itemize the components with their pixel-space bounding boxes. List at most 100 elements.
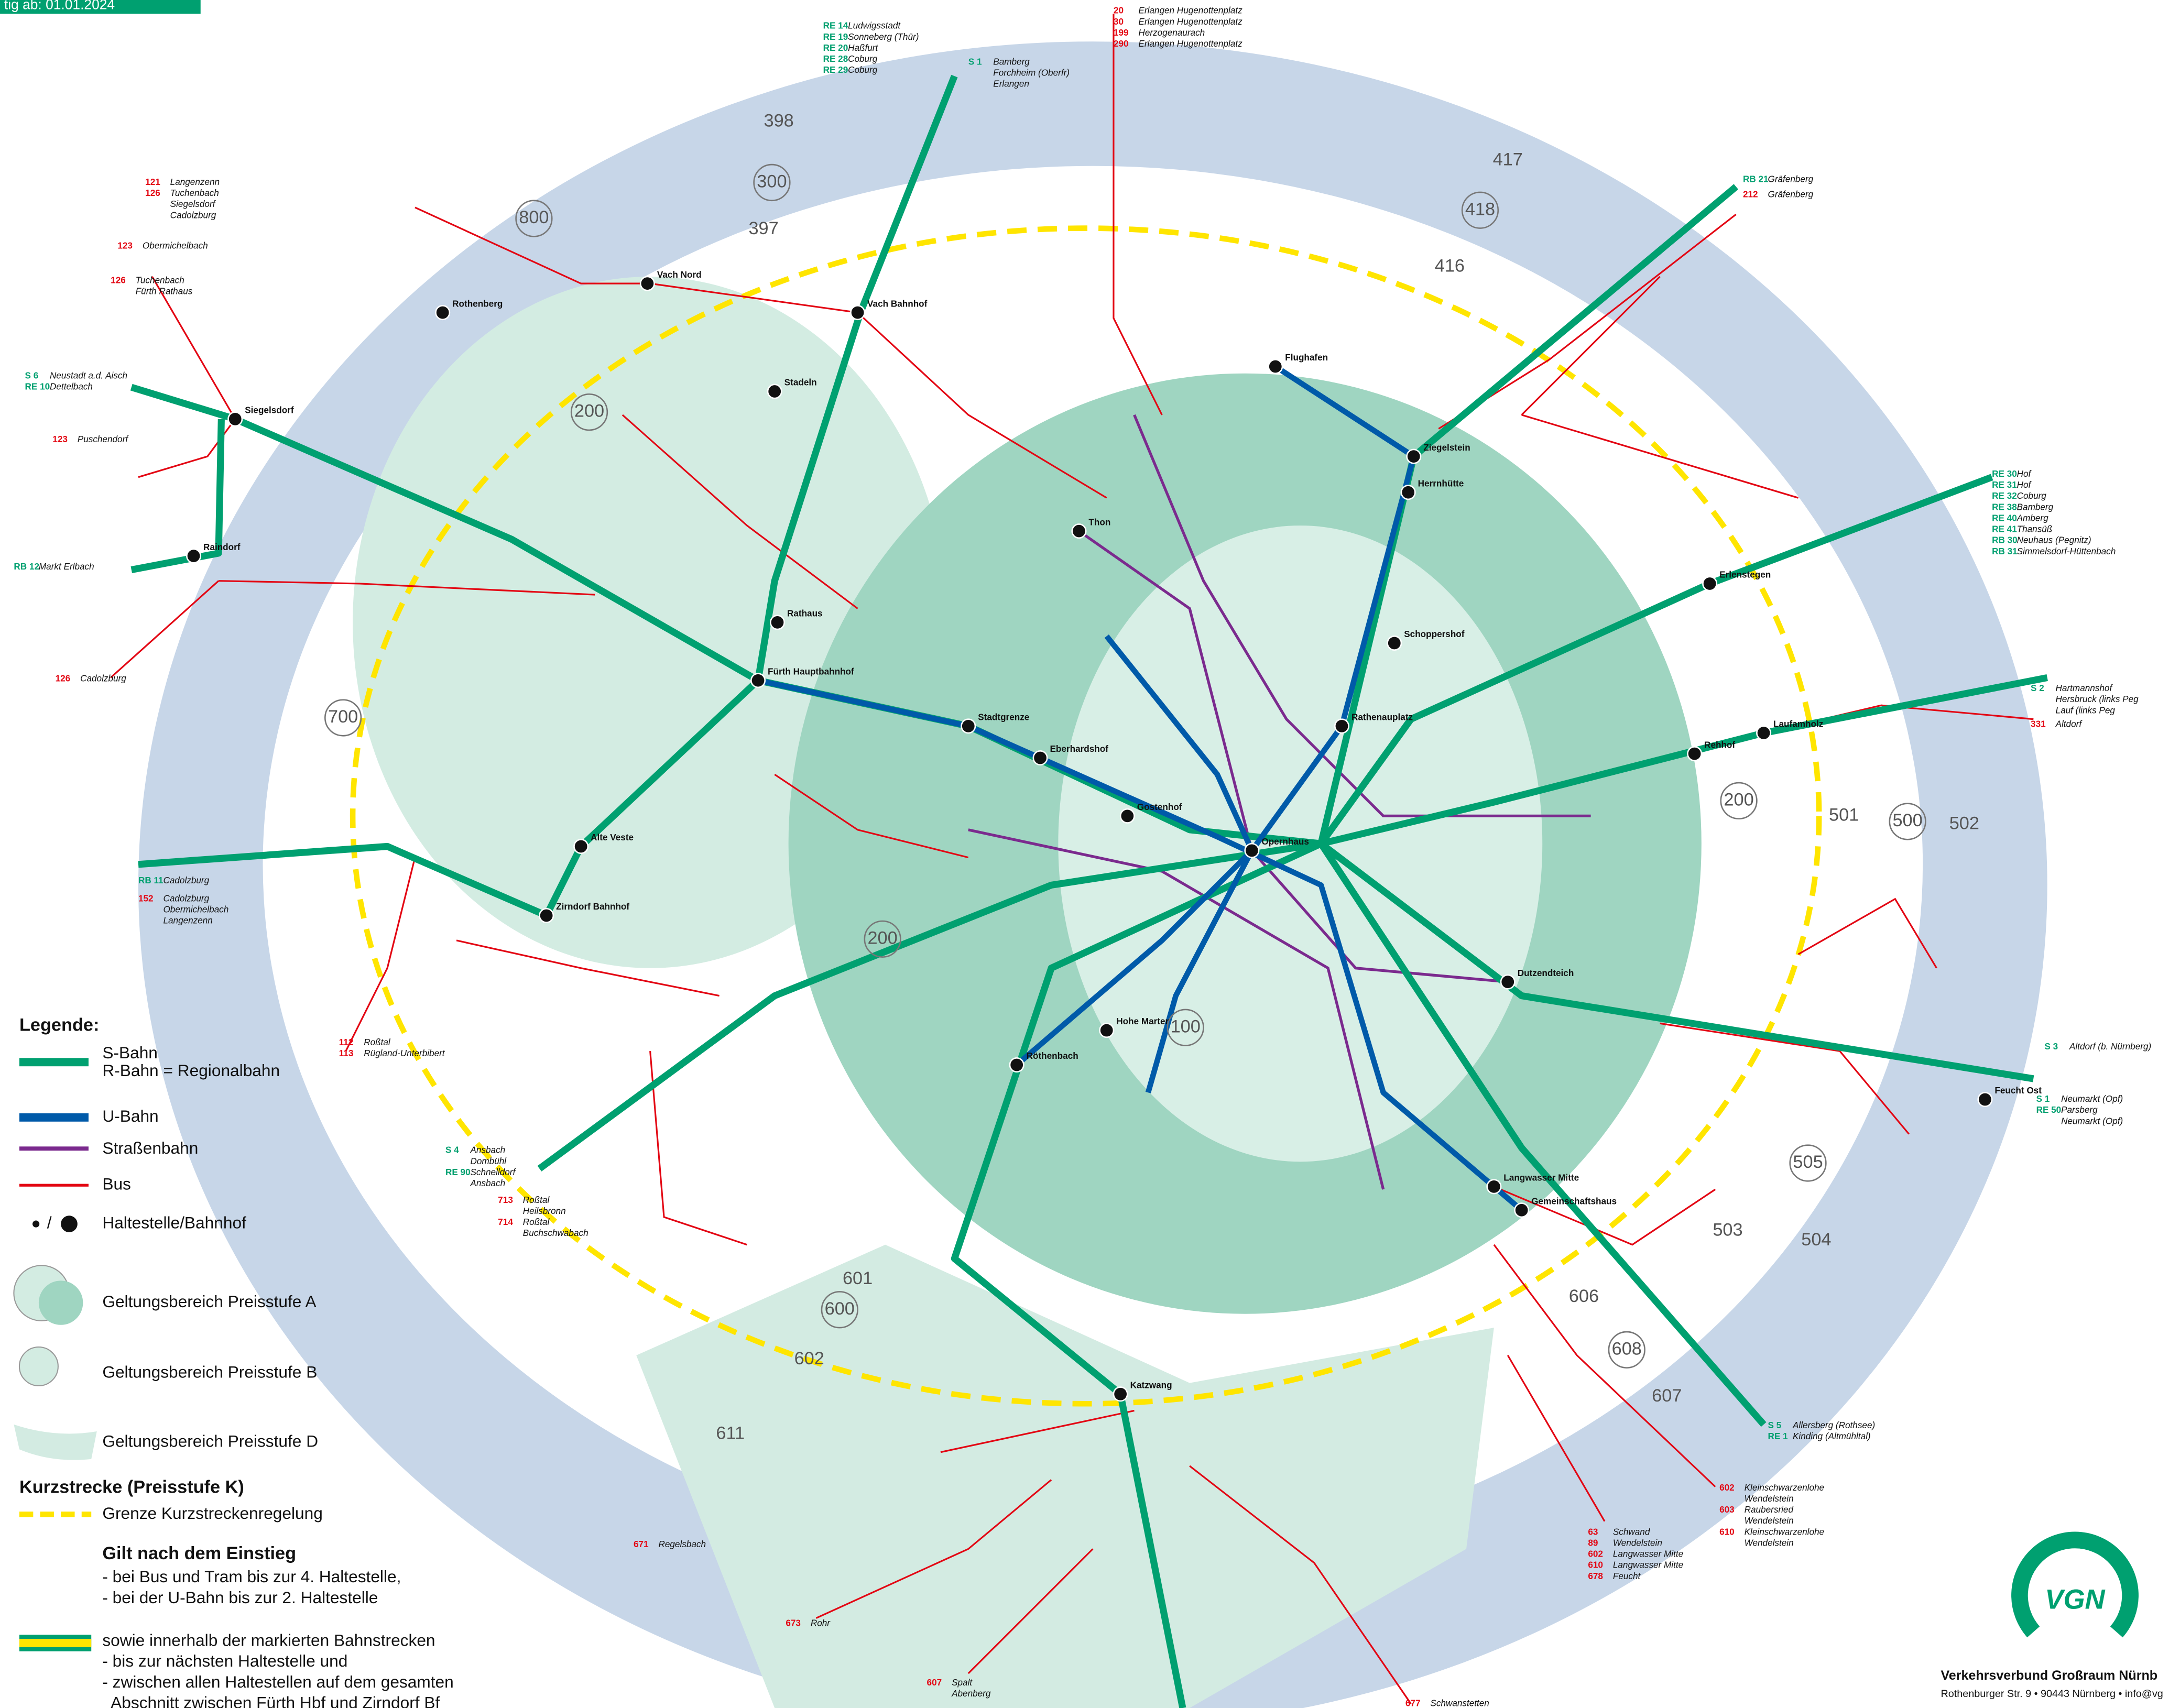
destination-badge: 331 [2031, 719, 2046, 729]
destination-badge: 677 [1405, 1698, 1421, 1708]
destination-name: Cadolzburg [163, 875, 209, 885]
destination-name: Allersberg (Rothsee) [1792, 1420, 1875, 1430]
destination-name: Obermichelbach [163, 904, 228, 914]
destination-name: Hartmannshof [2056, 683, 2113, 693]
destination-name: Hof [2017, 479, 2032, 490]
destination-name: Erlangen Hugenottenplatz [1138, 16, 1242, 27]
station-dot [962, 719, 975, 733]
station-label: Rothenberg [452, 298, 503, 309]
station-dot [851, 305, 864, 319]
zone-label: 607 [1652, 1386, 1682, 1406]
destination-badge: 20 [1114, 5, 1124, 16]
destination-name: Cadolzburg [170, 210, 216, 220]
station-label: Gemeinschaftshaus [1531, 1196, 1617, 1206]
legend-label: Grenze Kurzstreckenregelung [102, 1504, 323, 1523]
legend-label: S-Bahn [102, 1043, 158, 1062]
destination-name: Coburg [848, 53, 878, 64]
legend-zone-icon [19, 1347, 58, 1386]
destination-name: Wendelstein [1745, 1537, 1794, 1548]
destination-badge: 152 [138, 893, 154, 903]
station-label: Opernhaus [1261, 836, 1309, 847]
destination-name: Coburg [2017, 490, 2047, 501]
legend-label: Haltestelle/Bahnhof [102, 1213, 246, 1232]
station-dot [1514, 1203, 1528, 1217]
destination-badge: 63 [1588, 1526, 1598, 1537]
destination-name: Cadolzburg [80, 673, 126, 684]
station-label: Erlenstegen [1719, 570, 1771, 580]
legend-label: U-Bahn [102, 1107, 158, 1125]
legend-heading: Kurzstrecke (Preisstufe K) [19, 1477, 244, 1497]
destination-badge: 673 [786, 1618, 801, 1628]
destination-name: Fürth Rathaus [136, 286, 193, 297]
station-label: Flughafen [1285, 352, 1328, 363]
station-label: Raindorf [203, 542, 241, 552]
destination-badge: RB 12 [14, 561, 39, 572]
station-label: Herrnhütte [1418, 478, 1464, 488]
station-dot [187, 549, 200, 563]
destination-badge: 602 [1719, 1482, 1735, 1493]
legend-title: Legende: [19, 1015, 99, 1035]
destination-name: Neustadt a.d. Aisch [50, 370, 127, 381]
legend-swatch [19, 1058, 89, 1066]
destination-badge: RE 90 [445, 1167, 471, 1177]
station-dot [1100, 1023, 1114, 1037]
destination-badge: S 6 [25, 370, 39, 381]
destination-badge: RB 31 [1992, 546, 2018, 556]
destination-badge: RB 21 [1743, 174, 1769, 184]
destination-name: Rügland-Unterbibert [364, 1048, 445, 1058]
destination-name: Roßtal [364, 1037, 391, 1047]
destination-name: Schwanstetten [1430, 1698, 1489, 1708]
destination-badge: 212 [1743, 189, 1758, 200]
station-dot [1757, 726, 1770, 740]
station-dot [228, 412, 242, 426]
destination-name: Gräfenberg [1768, 174, 1813, 184]
destination-name: Amberg [2017, 512, 2048, 523]
destination-name: Herzogenaurach [1138, 27, 1205, 38]
zone-label: 100 [1171, 1016, 1201, 1036]
station-dot [1072, 524, 1086, 538]
zone-label: 504 [1801, 1230, 1831, 1250]
legend-label: Geltungsbereich Preisstufe A [102, 1292, 317, 1311]
destination-name: Hersbruck (links Peg [2056, 694, 2139, 704]
destination-badge: RE 30 [1992, 468, 2017, 479]
destination-badge: 113 [339, 1048, 354, 1058]
station-label: Rathenauplatz [1351, 712, 1413, 722]
destination-badge: S 2 [2031, 683, 2044, 693]
network-map: tig ab: 01.01.2024 398300397800417418416… [0, 0, 2169, 1708]
destination-badge: RE 40 [1992, 512, 2017, 523]
destination-name: Dettelbach [50, 381, 93, 392]
destination-name: Tuchenbach [170, 188, 219, 198]
destination-badge: RB 11 [138, 875, 164, 885]
station-label: Dutzendteich [1518, 968, 1574, 978]
destination-name: Cadolzburg [163, 893, 209, 903]
destination-name: Abenberg [951, 1688, 991, 1699]
legend-label: - zwischen allen Haltestellen auf dem ge… [102, 1672, 453, 1691]
destination-badge: 89 [1588, 1537, 1598, 1548]
zone-label: 500 [1892, 811, 1922, 830]
legend-heading: Gilt nach dem Einstieg [102, 1543, 296, 1563]
zone-label: 416 [1435, 256, 1465, 276]
station-dot [1978, 1092, 1992, 1106]
destination-badge: S 5 [1768, 1420, 1781, 1430]
destination-name: Kinding (Altmühltal) [1793, 1431, 1871, 1441]
destination-name: Langenzenn [163, 915, 212, 926]
zone-label: 608 [1612, 1339, 1642, 1359]
destination-name: Bamberg [993, 56, 1030, 67]
destination-name: Erlangen [993, 79, 1029, 89]
logo-address: Rothenburger Str. 9 • 90443 Nürnberg • i… [1941, 1688, 2163, 1700]
destination-badge: RE 1 [1768, 1431, 1788, 1441]
legend-stop-icon [32, 1221, 39, 1228]
station-dot [1487, 1180, 1501, 1194]
station-label: Stadeln [784, 377, 817, 388]
destination-name: Raubersried [1745, 1504, 1794, 1515]
legend-zone-icon [39, 1280, 83, 1324]
station-label: Rathaus [787, 608, 823, 619]
destination-name: Langwasser Mitte [1613, 1560, 1683, 1570]
station-dot [640, 277, 654, 290]
destination-badge: 126 [111, 275, 126, 285]
zone-label: 503 [1713, 1220, 1742, 1240]
destination-name: Heilsbronn [523, 1206, 566, 1216]
destination-name: Neuhaus (Pegnitz) [2017, 535, 2091, 545]
station-label: Katzwang [1130, 1379, 1172, 1390]
destination-name: Erlangen Hugenottenplatz [1138, 5, 1242, 16]
